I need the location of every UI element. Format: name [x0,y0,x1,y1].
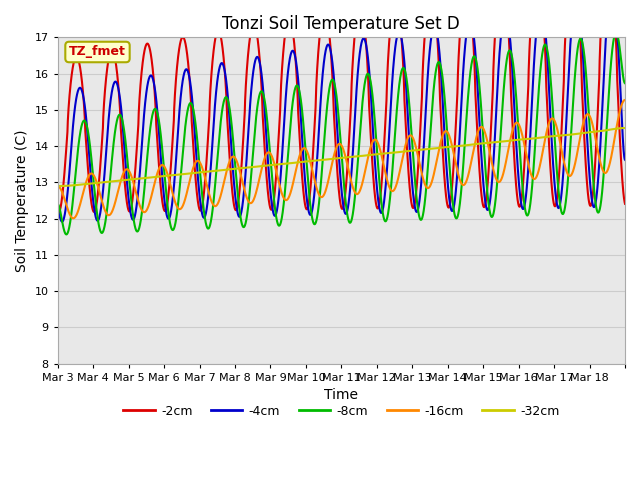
-16cm [54,183,61,189]
-4cm [54,208,61,214]
X-axis label: Time: Time [324,388,358,402]
Line: -16cm: -16cm [58,100,625,218]
-16cm [393,180,401,186]
-2cm [525,59,532,65]
Line: -4cm: -4cm [58,0,625,222]
-4cm [172,166,179,171]
Line: -2cm: -2cm [58,0,625,212]
-32cm [621,125,629,131]
-8cm [621,80,629,86]
-16cm [172,200,179,206]
-8cm [540,44,547,50]
Y-axis label: Soil Temperature (C): Soil Temperature (C) [15,129,29,272]
-8cm [54,201,61,207]
Line: -32cm: -32cm [58,128,625,186]
-32cm [525,136,532,142]
-32cm [540,134,547,140]
-16cm [525,164,532,170]
-32cm [172,172,179,178]
-4cm [540,13,547,19]
-16cm [497,177,505,182]
-8cm [63,231,70,237]
-32cm [54,183,61,189]
-8cm [393,106,401,111]
-2cm [393,0,401,3]
-2cm [363,47,371,53]
-2cm [540,18,547,24]
Text: TZ_fmet: TZ_fmet [69,46,126,59]
-16cm [363,161,371,167]
-8cm [525,209,532,215]
-4cm [497,32,505,37]
-16cm [621,97,629,103]
-4cm [363,44,371,50]
-8cm [172,220,179,226]
Line: -8cm: -8cm [58,33,625,234]
-32cm [393,149,401,155]
-2cm [55,209,63,215]
-16cm [69,216,77,221]
Legend: -2cm, -4cm, -8cm, -16cm, -32cm: -2cm, -4cm, -8cm, -16cm, -32cm [118,400,564,423]
-8cm [363,72,371,78]
-32cm [497,139,505,144]
-4cm [393,34,401,40]
-2cm [172,84,179,90]
-2cm [621,201,629,207]
-16cm [540,144,547,150]
-32cm [363,153,371,158]
-4cm [525,156,532,161]
-8cm [497,123,505,129]
-2cm [54,208,61,214]
-4cm [621,157,629,163]
Title: Tonzi Soil Temperature Set D: Tonzi Soil Temperature Set D [223,15,460,33]
-4cm [58,219,66,225]
-8cm [612,30,620,36]
